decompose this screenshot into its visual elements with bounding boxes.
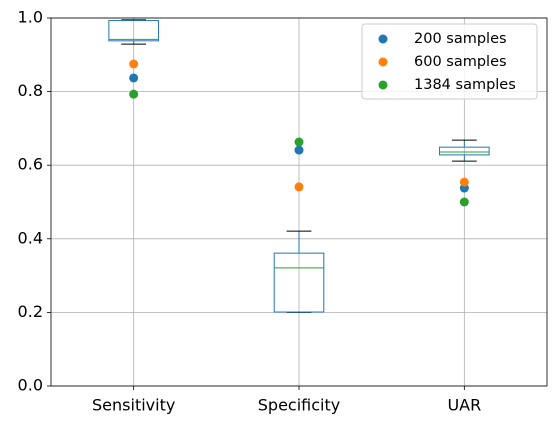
- box: [273, 252, 325, 313]
- y-tick-label: 0.4: [18, 228, 43, 247]
- point: [459, 177, 469, 187]
- legend-box: [361, 23, 538, 100]
- y-tick-label: 1.0: [18, 8, 43, 27]
- legend-label: 1384 samples: [414, 77, 516, 93]
- x-tick-label: Sensitivity: [92, 396, 175, 415]
- axes-frame: [50, 17, 548, 387]
- box: [108, 20, 159, 42]
- x-tick-label: Specificity: [258, 396, 340, 415]
- legend-label: 200 samples: [414, 31, 507, 47]
- legend-marker: [378, 80, 388, 90]
- point: [129, 59, 139, 69]
- point: [294, 145, 304, 155]
- y-tick-label: 0.8: [18, 81, 43, 100]
- point: [294, 137, 304, 147]
- legend-marker: [378, 57, 388, 67]
- legend-marker: [378, 34, 388, 44]
- point: [459, 197, 469, 207]
- point: [129, 89, 139, 99]
- point: [129, 73, 139, 83]
- y-tick-label: 0.0: [18, 376, 43, 395]
- y-tick-label: 0.6: [18, 155, 43, 174]
- point: [294, 182, 304, 192]
- x-tick-label: UAR: [447, 396, 481, 415]
- box: [439, 146, 490, 156]
- legend-label: 600 samples: [414, 54, 507, 70]
- y-tick-label: 0.2: [18, 302, 43, 321]
